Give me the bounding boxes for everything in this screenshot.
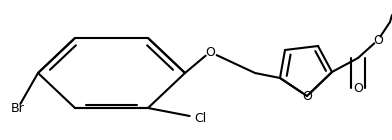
Text: Br: Br: [11, 102, 25, 115]
Text: O: O: [302, 89, 312, 102]
Text: O: O: [353, 81, 363, 94]
Text: Cl: Cl: [194, 111, 206, 124]
Text: O: O: [205, 46, 215, 59]
Text: O: O: [373, 33, 383, 46]
